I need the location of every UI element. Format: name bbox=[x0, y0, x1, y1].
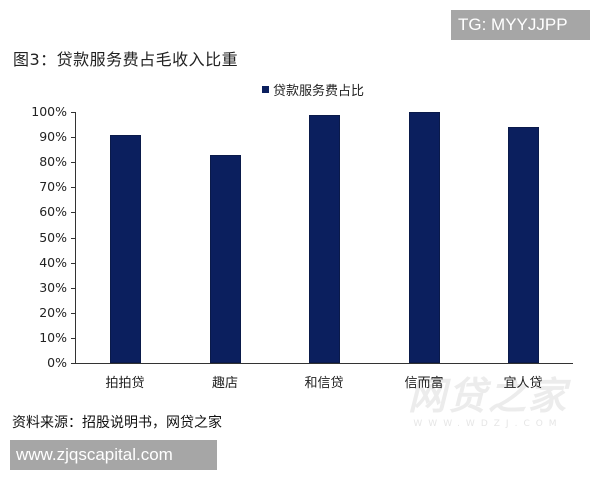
y-tick-label: 0% bbox=[47, 355, 67, 370]
y-tick-label: 20% bbox=[39, 305, 67, 320]
y-tick bbox=[71, 137, 75, 138]
legend-label: 贷款服务费占比 bbox=[273, 83, 365, 99]
website-watermark-badge: www.zjqscapital.com bbox=[10, 440, 217, 470]
y-tick bbox=[71, 187, 75, 188]
telegram-watermark-badge: TG: MYYJJPP bbox=[451, 10, 590, 40]
bar bbox=[409, 112, 440, 363]
x-axis-line bbox=[75, 363, 573, 364]
x-category-label: 宜人贷 bbox=[503, 376, 543, 391]
y-tick bbox=[71, 363, 75, 364]
y-tick-label: 70% bbox=[39, 179, 67, 194]
y-tick bbox=[71, 263, 75, 264]
y-tick-label: 50% bbox=[39, 230, 67, 245]
y-tick-label: 90% bbox=[39, 129, 67, 144]
y-tick bbox=[71, 313, 75, 314]
bar bbox=[309, 115, 340, 363]
y-tick-label: 80% bbox=[39, 154, 67, 169]
bar bbox=[110, 135, 141, 363]
y-tick bbox=[71, 162, 75, 163]
bar bbox=[508, 127, 539, 363]
website-watermark-text: www.zjqscapital.com bbox=[16, 445, 173, 464]
y-axis-line bbox=[75, 112, 76, 364]
y-tick-label: 40% bbox=[39, 255, 67, 270]
telegram-watermark-text: TG: MYYJJPP bbox=[458, 15, 568, 34]
y-tick-label: 30% bbox=[39, 280, 67, 295]
x-category-label: 信而富 bbox=[404, 376, 444, 391]
y-tick-label: 100% bbox=[31, 104, 67, 119]
y-tick-label: 60% bbox=[39, 204, 67, 219]
chart-legend: 贷款服务费占比 bbox=[262, 80, 365, 99]
data-source-note: 资料来源：招股说明书，网贷之家 bbox=[12, 415, 222, 431]
bar bbox=[210, 155, 241, 363]
x-category-label: 拍拍贷 bbox=[105, 376, 145, 391]
x-category-label: 趣店 bbox=[211, 376, 238, 391]
legend-swatch-icon bbox=[262, 85, 269, 93]
y-tick bbox=[71, 112, 75, 113]
y-tick bbox=[71, 238, 75, 239]
y-tick-label: 10% bbox=[39, 330, 67, 345]
y-tick bbox=[71, 212, 75, 213]
figure-title: 图3：贷款服务费占毛收入比重 bbox=[13, 50, 239, 69]
y-tick bbox=[71, 288, 75, 289]
x-category-label: 和信贷 bbox=[304, 376, 344, 391]
y-tick bbox=[71, 338, 75, 339]
